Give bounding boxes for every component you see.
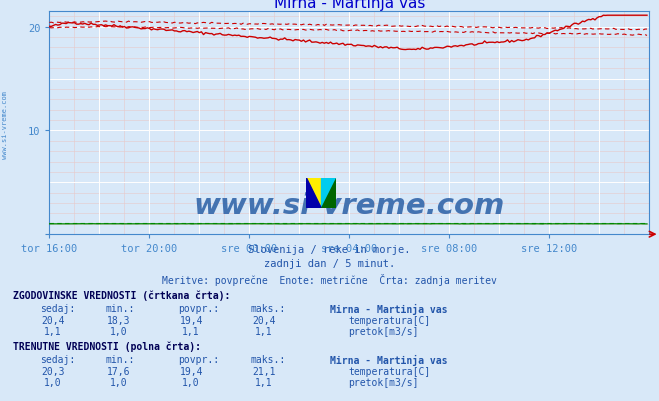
Text: TRENUTNE VREDNOSTI (polna črta):: TRENUTNE VREDNOSTI (polna črta): (13, 341, 201, 351)
Text: Mirna - Martinja vas: Mirna - Martinja vas (330, 303, 447, 314)
Polygon shape (306, 178, 322, 209)
Text: sedaj:: sedaj: (40, 303, 74, 313)
Polygon shape (322, 178, 336, 209)
Text: ZGODOVINSKE VREDNOSTI (črtkana črta):: ZGODOVINSKE VREDNOSTI (črtkana črta): (13, 290, 231, 300)
Text: min.:: min.: (105, 354, 135, 364)
Title: Mirna - Martinja vas: Mirna - Martinja vas (273, 0, 425, 11)
Text: 20,3: 20,3 (41, 366, 65, 376)
Text: min.:: min.: (105, 303, 135, 313)
Text: 20,4: 20,4 (41, 315, 65, 325)
Text: www.si-vreme.com: www.si-vreme.com (194, 192, 505, 220)
Text: 19,4: 19,4 (179, 315, 203, 325)
Text: 20,4: 20,4 (252, 315, 275, 325)
Text: povpr.:: povpr.: (178, 354, 219, 364)
Bar (306, 178, 322, 209)
Text: 17,6: 17,6 (107, 366, 130, 376)
Text: Slovenija / reke in morje.: Slovenija / reke in morje. (248, 245, 411, 255)
Text: 1,0: 1,0 (110, 377, 127, 387)
Bar (322, 178, 336, 209)
Text: pretok[m3/s]: pretok[m3/s] (348, 326, 418, 336)
Text: 18,3: 18,3 (107, 315, 130, 325)
Text: 1,0: 1,0 (44, 377, 61, 387)
Text: 1,0: 1,0 (110, 326, 127, 336)
Text: zadnji dan / 5 minut.: zadnji dan / 5 minut. (264, 259, 395, 269)
Text: 19,4: 19,4 (179, 366, 203, 376)
Text: povpr.:: povpr.: (178, 303, 219, 313)
Text: temperatura[C]: temperatura[C] (348, 366, 430, 376)
Text: 1,1: 1,1 (255, 377, 272, 387)
Text: Meritve: povprečne  Enote: metrične  Črta: zadnja meritev: Meritve: povprečne Enote: metrične Črta:… (162, 273, 497, 286)
Text: 21,1: 21,1 (252, 366, 275, 376)
Text: 1,1: 1,1 (255, 326, 272, 336)
Text: 1,1: 1,1 (183, 326, 200, 336)
Text: www.si-vreme.com: www.si-vreme.com (2, 90, 9, 158)
Text: temperatura[C]: temperatura[C] (348, 315, 430, 325)
Text: sedaj:: sedaj: (40, 354, 74, 364)
Text: maks.:: maks.: (250, 303, 285, 313)
Text: 1,1: 1,1 (44, 326, 61, 336)
Text: 1,0: 1,0 (183, 377, 200, 387)
Text: pretok[m3/s]: pretok[m3/s] (348, 377, 418, 387)
Text: Mirna - Martinja vas: Mirna - Martinja vas (330, 354, 447, 365)
Text: maks.:: maks.: (250, 354, 285, 364)
